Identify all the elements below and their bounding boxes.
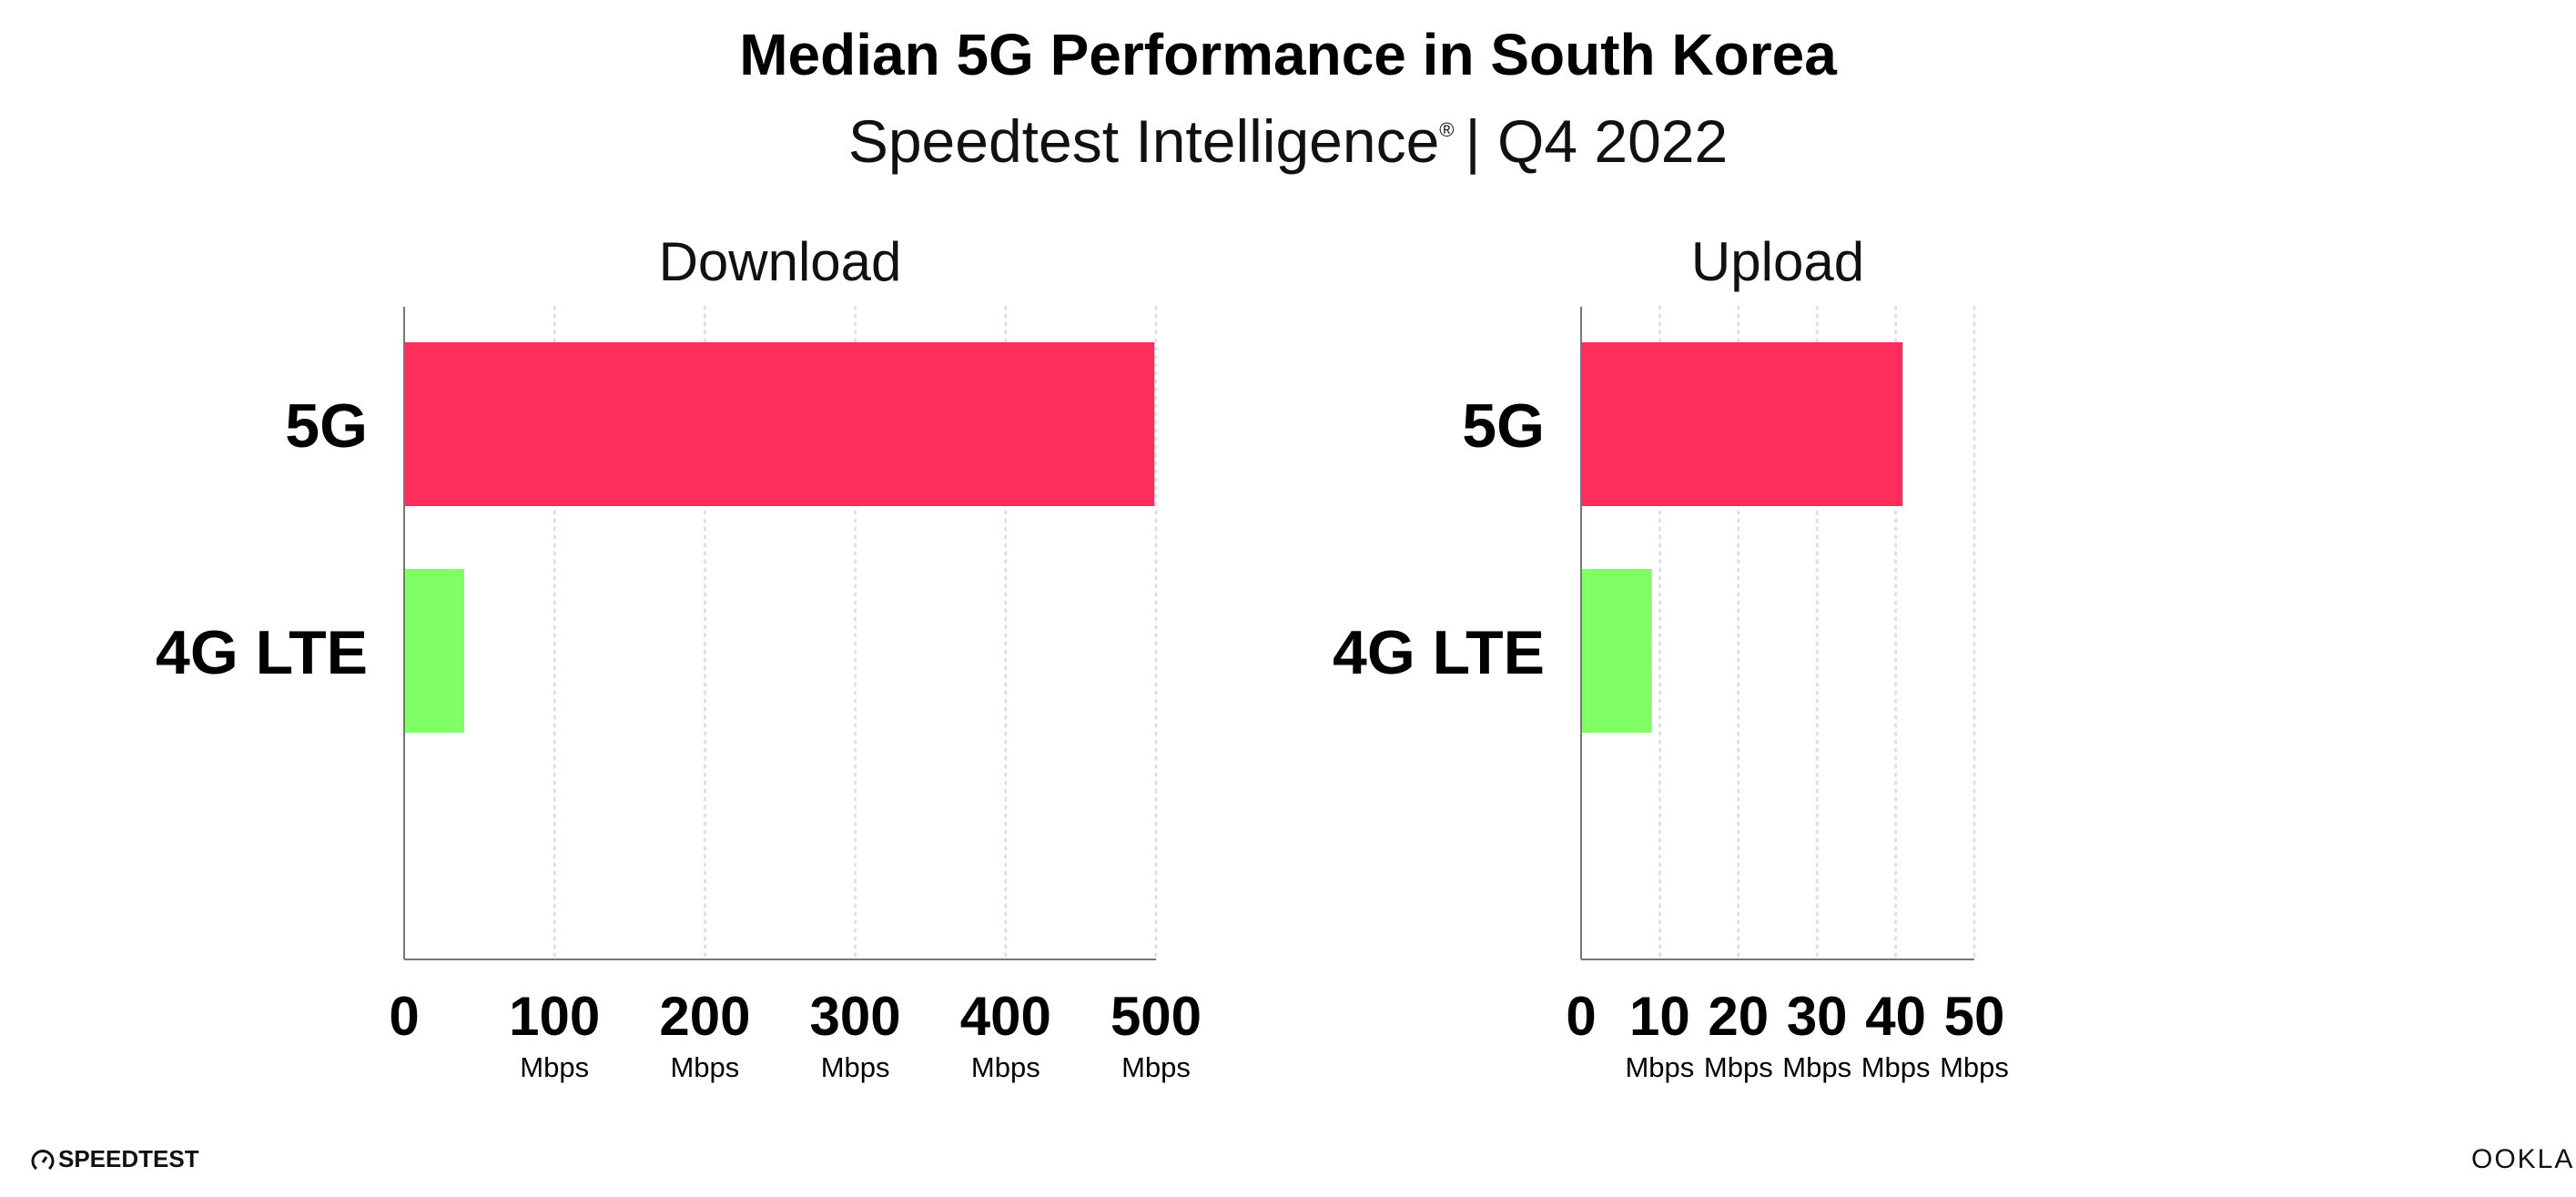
x-tick-label: 20 bbox=[1708, 986, 1769, 1047]
x-tick-label: 30 bbox=[1787, 986, 1848, 1047]
speedometer-icon bbox=[31, 1150, 55, 1171]
x-tick-unit: Mbps bbox=[1940, 1051, 2009, 1083]
chart-subtitle: Speedtest Intelligence® | Q4 2022 bbox=[848, 107, 1728, 175]
category-label: 4G LTE bbox=[1333, 618, 1545, 687]
registered-mark: ® bbox=[1439, 118, 1454, 141]
panel-title: Download bbox=[659, 231, 902, 292]
x-tick-label: 0 bbox=[389, 986, 419, 1047]
subtitle-period: | Q4 2022 bbox=[1465, 107, 1729, 175]
category-label: 4G LTE bbox=[156, 618, 368, 687]
chart-title: Median 5G Performance in South Korea bbox=[739, 22, 1837, 87]
x-tick-label: 500 bbox=[1111, 986, 1202, 1047]
subtitle-brand: Speedtest Intelligence bbox=[848, 107, 1439, 175]
x-tick-label: 50 bbox=[1944, 986, 2005, 1047]
x-tick-label: 300 bbox=[810, 986, 901, 1047]
bar-5g bbox=[1581, 342, 1903, 506]
panel-download: Download 0 100 Mbps 200 Mbps 300 Mbps 400 Mbps 500… bbox=[156, 231, 1202, 1083]
x-tick-unit: Mbps bbox=[1625, 1051, 1694, 1083]
x-tick-label: 400 bbox=[960, 986, 1051, 1047]
x-tick-unit: Mbps bbox=[520, 1051, 589, 1083]
x-tick-label: 100 bbox=[509, 986, 600, 1047]
x-tick-unit: Mbps bbox=[1861, 1051, 1931, 1083]
x-tick-label: 40 bbox=[1865, 986, 1926, 1047]
x-tick-unit: Mbps bbox=[670, 1051, 739, 1083]
x-tick-unit: Mbps bbox=[1704, 1051, 1773, 1083]
category-label: 5G bbox=[285, 391, 368, 461]
panel-title: Upload bbox=[1691, 231, 1864, 292]
x-tick-unit: Mbps bbox=[1782, 1051, 1851, 1083]
bar-4g-lte bbox=[404, 569, 465, 733]
speedtest-logo: SPEEDTEST bbox=[31, 1145, 199, 1172]
bar-5g bbox=[404, 342, 1155, 506]
speedtest-wordmark: SPEEDTEST bbox=[58, 1145, 199, 1172]
ookla-logo: OOKLA bbox=[2471, 1144, 2574, 1174]
x-tick-label: 200 bbox=[659, 986, 750, 1047]
x-tick-unit: Mbps bbox=[1121, 1051, 1191, 1083]
x-tick-unit: Mbps bbox=[971, 1051, 1040, 1083]
bar-4g-lte bbox=[1581, 569, 1652, 733]
x-tick-label: 10 bbox=[1629, 986, 1690, 1047]
category-label: 5G bbox=[1462, 391, 1545, 461]
x-tick-unit: Mbps bbox=[821, 1051, 890, 1083]
panel-upload: Upload 0 10 Mbps 20 Mbps 30 Mbps 40 Mbps 50 Mbps 5G 4… bbox=[1333, 231, 2009, 1083]
x-tick-label: 0 bbox=[1566, 986, 1596, 1047]
